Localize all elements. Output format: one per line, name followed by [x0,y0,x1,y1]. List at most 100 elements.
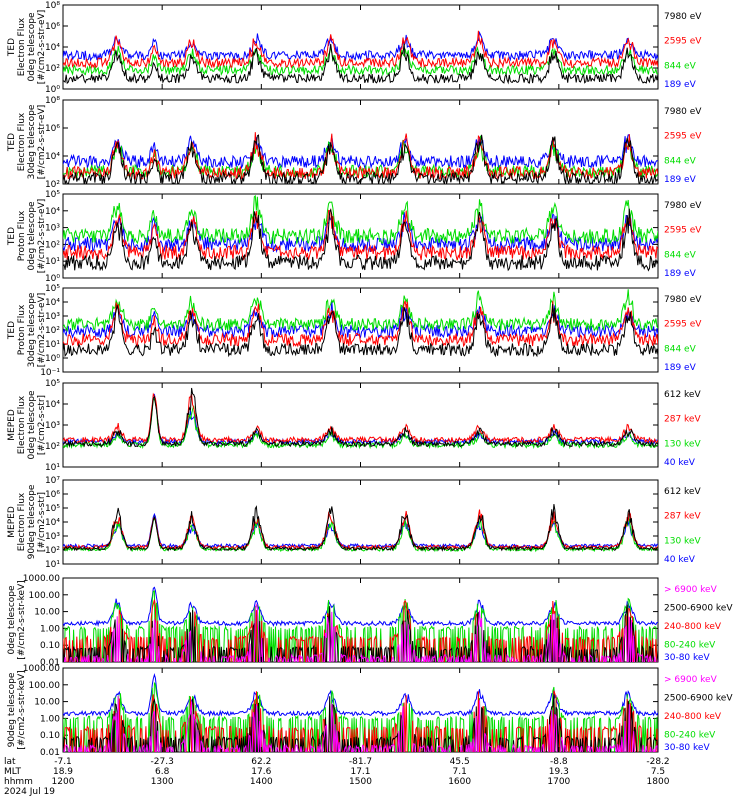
data-area [63,673,658,752]
y-tick-label: 10⁶ [45,124,60,134]
y-tick-label: 10⁰ [45,274,60,284]
y-tick-label: 10² [45,240,60,250]
y-axis-label: 30deg telescope [27,292,37,367]
series-line-2 [63,690,658,752]
y-axis-label: [#/cm2-s-str-keV] [17,670,27,749]
y-axis-label: 0deg telescope [27,390,37,460]
y-axis-label: [#/cm2-s-str] [37,395,47,455]
time-tick-label: -28.2 [646,757,669,767]
data-area [63,387,658,450]
legend-entry: 189 eV [664,363,697,373]
time-tick-label: 1800 [647,777,670,787]
series-line-2 [63,135,658,180]
y-tick-label: 10³ [45,312,60,322]
legend-entry: 844 eV [664,156,697,166]
legend-entry: 2595 eV [664,320,702,330]
time-tick-label: 6.8 [155,767,170,777]
y-tick-label: 0.10 [40,731,60,741]
y-tick-label: 10⁵ [45,379,60,389]
legend-entry: 7980 eV [664,295,702,305]
legend-entry: 287 keV [664,415,701,425]
series-line-1 [63,604,658,662]
legend-entry: 80-240 keV [664,641,716,651]
y-tick-label: 10² [45,546,60,556]
series-line-1 [63,392,658,445]
y-tick-label: 10⁶ [45,490,60,500]
legend-entry: 2595 eV [664,132,702,142]
data-area [63,194,658,272]
y-tick-label: 10⁰ [45,354,60,364]
legend-entry: 2595 eV [664,37,702,47]
y-tick-label: 10⁰ [45,85,60,95]
panel-ted-e-0: 10⁰ 10² 10⁴ 10⁶ 10⁸ TED Electron Flux 0deg tele… [7,1,702,95]
y-tick-label: 10² [45,64,60,74]
y-tick-label: 10⁸ [45,96,60,106]
time-tick-label: 17.6 [251,767,271,777]
panel-ted-p-30: 10⁻¹ 10⁰ 10¹ 10² 10³ 10⁴ 10⁵ TED Proton Flux 30de… [7,284,702,378]
y-tick-label: 10.00 [34,608,60,618]
y-tick-label: 10⁴ [45,43,60,53]
series-line-0 [63,43,658,85]
panel-meped-e-0: 10¹ 10² 10³ 10⁴ 10⁵ MEPED Electron Flux 0deg te… [7,379,701,473]
series-line-1 [63,208,658,261]
legend-entry: 844 eV [664,61,697,71]
y-tick-label: 10² [45,442,60,452]
time-tick-label: 7.5 [651,767,665,777]
time-tick-label: -8.8 [550,757,568,767]
series-line-1 [63,30,658,70]
y-tick-label: 100.00 [29,591,61,601]
legend-entry: > 6900 keV [664,675,718,685]
y-tick-label: 10² [45,326,60,336]
y-axis-label: [#/cm2-s-str-keV] [17,580,27,659]
legend-entry: 189 eV [664,175,697,185]
legend-entry: 30-80 keV [664,653,710,663]
y-axis-label: TED [7,38,17,57]
y-tick-label: 10¹ [45,463,60,473]
y-tick-label: 10.00 [34,698,60,708]
series-line-2 [63,398,658,450]
y-axis-label: TED [7,227,17,246]
panels: 10⁰ 10² 10⁴ 10⁶ 10⁸ TED Electron Flux 0deg tele… [7,1,733,758]
legend-entry: 189 eV [664,80,697,90]
y-tick-label: 10¹ [45,560,60,570]
y-tick-label: 10¹ [45,340,60,350]
time-tick-label: 1400 [250,777,273,787]
time-tick-label: 62.2 [251,757,271,767]
time-tick-label: 1700 [547,777,570,787]
y-axis-label: Electron Flux [17,395,27,454]
series-line-2 [63,289,658,333]
time-row-label: lat [4,757,16,767]
series-line-0 [63,387,658,449]
y-axis-label: 90deg telescope [7,672,17,747]
legend-entry: 130 keV [664,536,701,546]
y-axis-label: Proton Flux [17,210,27,261]
panel-ted-p-0: 10⁰ 10¹ 10² 10³ 10⁴ 10⁵ TED Proton Flux 0deg tel… [7,190,702,284]
legend-entry: 40 keV [664,458,696,468]
legend-entry: 612 keV [664,487,701,497]
legend-entry: 2500-6900 keV [664,694,733,704]
time-tick-label: 1300 [151,777,174,787]
legend-entry: 844 eV [664,250,697,260]
y-tick-label: 10⁴ [45,152,60,162]
y-tick-label: 1.00 [40,624,60,634]
legend-entry: 7980 eV [664,107,702,117]
series-line-3 [63,30,658,62]
y-tick-label: 10⁴ [45,518,60,528]
y-tick-label: 1000.00 [23,574,60,584]
legend-entry: 612 keV [664,390,701,400]
y-tick-label: 10³ [45,421,60,431]
legend-entry: 80-240 keV [664,731,716,741]
series-line-0 [63,504,658,552]
y-tick-label: 10¹ [45,257,60,267]
series-line-2 [63,45,658,77]
y-tick-label: 10⁻¹ [40,368,60,378]
y-axis-label: [#/cm2-s-str] [37,492,47,552]
y-axis-label: 90deg telescope [27,484,37,559]
y-axis-label: [#/cm2-s-str-eV] [37,10,47,85]
series-line-3 [63,301,658,339]
time-tick-label: 45.5 [450,757,470,767]
legend-entry: 7980 eV [664,201,702,211]
y-tick-label: 10⁴ [45,207,60,217]
series-line-0 [63,208,658,272]
